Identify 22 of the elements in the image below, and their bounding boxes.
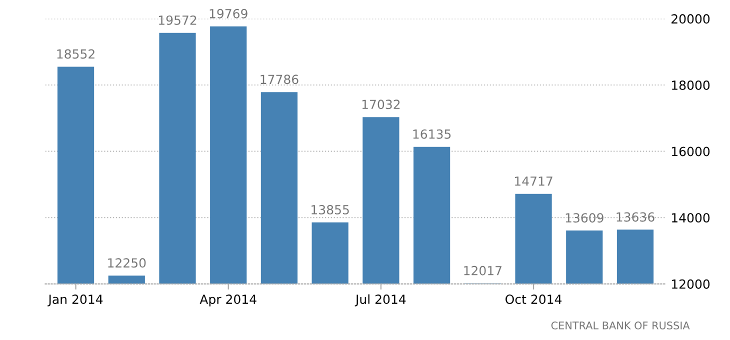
data-label: 19572: [158, 15, 196, 25]
y-tick-label: 16000: [672, 146, 710, 156]
data-label: 13636: [616, 212, 654, 222]
data-label: 17032: [362, 100, 400, 110]
y-tick-label: 12000: [672, 279, 710, 289]
y-tick-label: 18000: [672, 80, 710, 90]
data-label: 18552: [57, 49, 94, 59]
data-label: 12017: [464, 266, 502, 276]
y-tick-label: 20000: [672, 14, 710, 24]
data-label: 13855: [312, 204, 349, 214]
data-label: 12250: [108, 258, 146, 268]
y-tick-label: 14000: [672, 213, 710, 223]
data-label: 19769: [210, 8, 248, 18]
text: CENTRAL BANK OF RUSSIA: [551, 322, 690, 330]
x-tick-label: Jul 2014: [354, 294, 406, 306]
data-label: 14717: [515, 176, 552, 186]
data-label: 17786: [260, 74, 298, 84]
x-tick-label: Oct 2014: [506, 294, 562, 304]
x-tick-label: Jan 2014: [48, 294, 103, 306]
x-tick-label: Apr 2014: [200, 294, 256, 306]
data-label: 13609: [566, 213, 604, 223]
data-label: 16135: [413, 129, 451, 139]
